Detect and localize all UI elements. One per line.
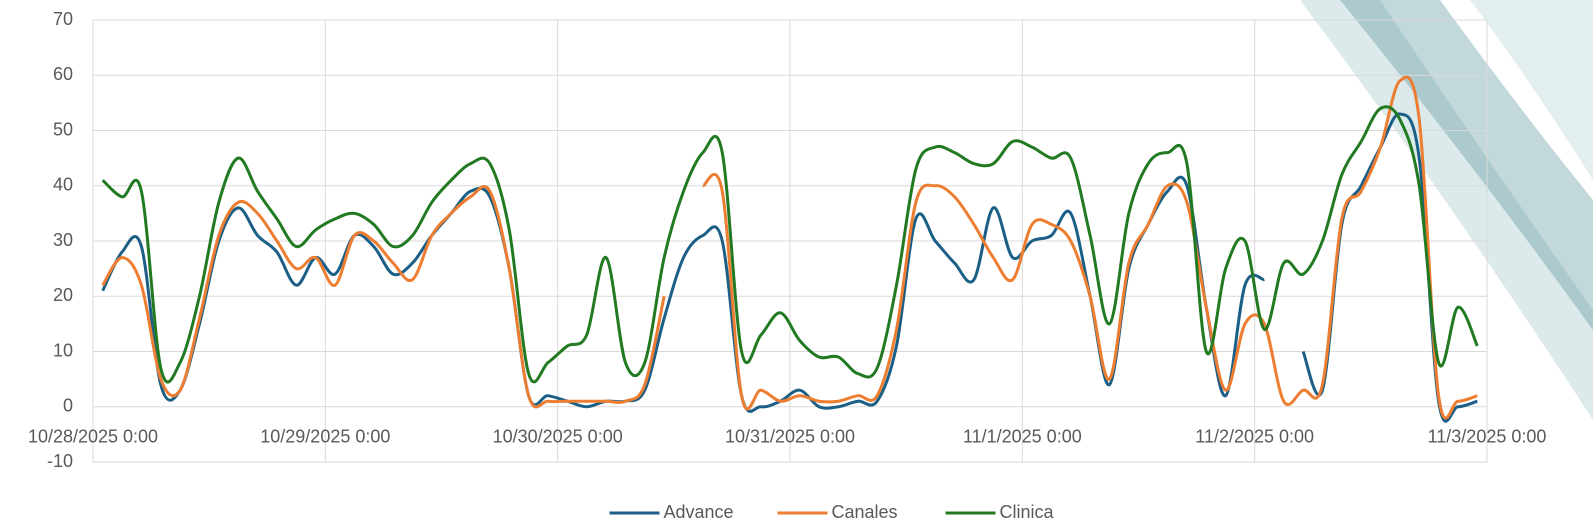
x-tick-label: 11/2/2025 0:00: [1195, 427, 1314, 447]
y-tick-label: 30: [53, 230, 73, 250]
legend-label: Canales: [832, 502, 898, 522]
chart: -10 0 10 20 30 40 50 60 70 10/28/2025 0:00 10/29/2…: [0, 0, 1593, 532]
x-tick-label: 10/30/2025 0:00: [493, 427, 623, 447]
y-tick-label: 60: [53, 64, 73, 84]
x-tick-label: 10/31/2025 0:00: [725, 427, 855, 447]
y-tick-label: 0: [63, 396, 73, 416]
legend-label: Clinica: [1000, 502, 1055, 522]
x-tick-label: 10/28/2025 0:00: [28, 427, 158, 447]
x-tick-label: 11/3/2025 0:00: [1428, 427, 1547, 447]
y-tick-label: 10: [53, 340, 73, 360]
y-tick-label: 50: [53, 119, 73, 139]
y-tick-label: 40: [53, 175, 73, 195]
legend: Advance Canales Clinica: [610, 502, 1055, 522]
y-tick-label: 70: [53, 9, 73, 29]
y-tick-label: 20: [53, 285, 73, 305]
x-tick-label: 10/29/2025 0:00: [260, 427, 390, 447]
legend-label: Advance: [664, 502, 734, 522]
y-tick-label: -10: [47, 451, 73, 471]
x-tick-label: 11/1/2025 0:00: [963, 427, 1082, 447]
